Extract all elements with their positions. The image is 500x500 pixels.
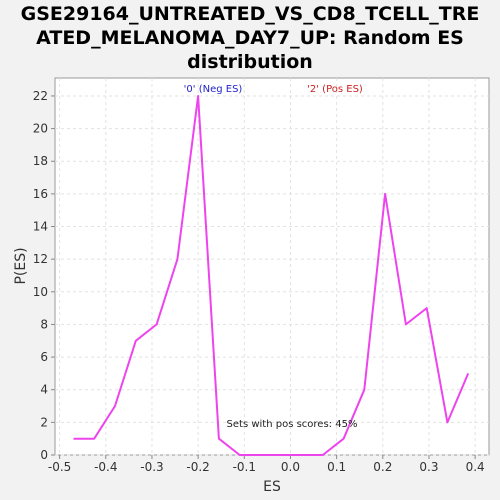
- y-axis-ticks: 0 2 4 6 8 10 12 14 16 18 20 22: [33, 89, 55, 462]
- annotation-pos-scores: Sets with pos scores: 45%: [227, 419, 358, 430]
- annotation-neg-es: '0' (Neg ES): [184, 84, 243, 95]
- x-axis-ticks: -0.5 -0.4 -0.3 -0.2 -0.1 0.0 0.1 0.2 0.3 0.4: [48, 455, 485, 474]
- y-tick-label: 8: [40, 317, 48, 331]
- chart-title-line-1: GSE29164_UNTREATED_VS_CD8_TCELL_TRE: [21, 3, 480, 25]
- y-tick-label: 20: [33, 122, 48, 136]
- plot-area: [55, 78, 489, 455]
- x-tick-label: -0.1: [233, 460, 256, 474]
- y-tick-label: 10: [33, 285, 48, 299]
- chart-title-line-2: ATED_MELANOMA_DAY7_UP: Random ES: [36, 27, 464, 49]
- x-tick-label: -0.5: [48, 460, 71, 474]
- x-tick-label: -0.3: [140, 460, 163, 474]
- y-tick-label: 14: [33, 220, 48, 234]
- annotation-pos-es: '2' (Pos ES): [307, 84, 363, 95]
- y-tick-label: 6: [40, 350, 48, 364]
- x-tick-label: 0.0: [281, 460, 300, 474]
- y-tick-label: 16: [33, 187, 48, 201]
- y-tick-label: 12: [33, 252, 48, 266]
- x-axis-label: ES: [263, 479, 281, 495]
- x-tick-label: 0.3: [419, 460, 438, 474]
- x-tick-label: -0.2: [186, 460, 209, 474]
- chart-title-line-3: distribution: [187, 51, 313, 73]
- chart-title: GSE29164_UNTREATED_VS_CD8_TCELL_TRE ATED…: [21, 3, 480, 73]
- y-tick-label: 22: [33, 89, 48, 103]
- y-tick-label: 4: [40, 383, 48, 397]
- y-tick-label: 18: [33, 154, 48, 168]
- x-tick-label: 0.2: [373, 460, 392, 474]
- x-tick-label: 0.1: [327, 460, 346, 474]
- y-tick-label: 2: [40, 415, 48, 429]
- y-axis-label: P(ES): [13, 247, 29, 284]
- x-tick-label: 0.4: [466, 460, 485, 474]
- x-tick-label: -0.4: [94, 460, 117, 474]
- y-tick-label: 0: [40, 448, 48, 462]
